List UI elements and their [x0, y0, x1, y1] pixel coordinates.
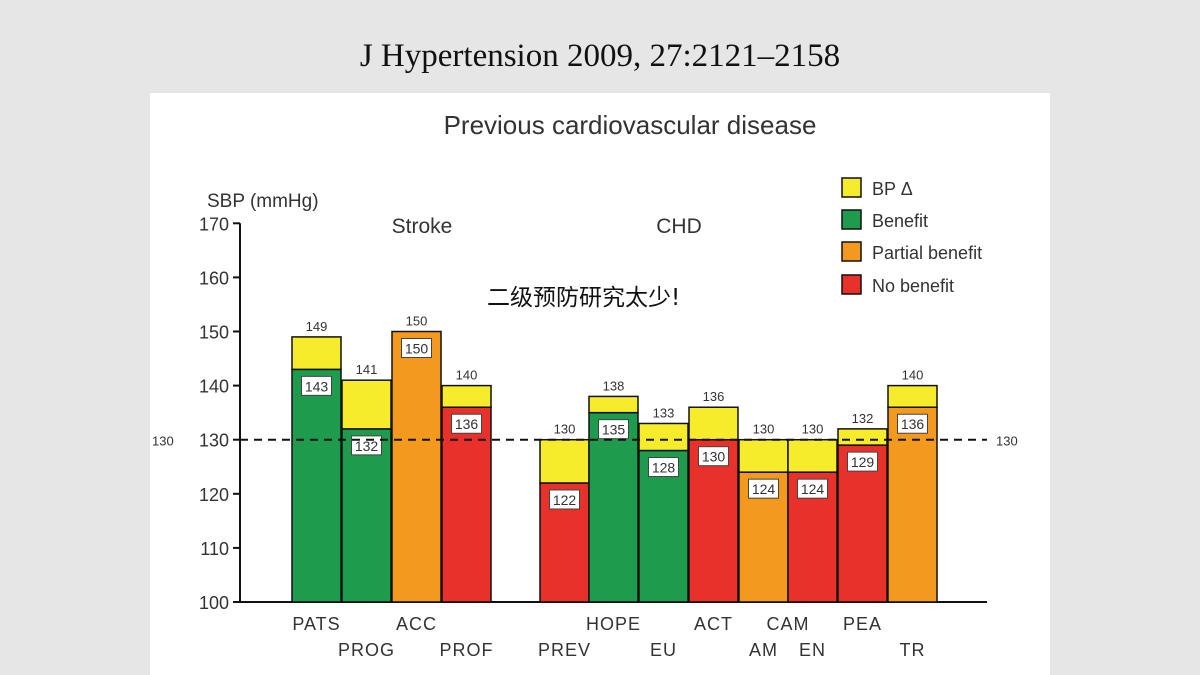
- bar-bp-delta-pats: [291, 336, 342, 371]
- bar-bp-delta-en: [787, 438, 838, 473]
- bar-achieved-prof: [441, 406, 492, 603]
- bar-top-label: 130: [802, 422, 824, 437]
- bar-value-box: [897, 413, 928, 434]
- bar-value-label: 124: [752, 481, 776, 497]
- bar-value-label: 124: [801, 481, 825, 497]
- bar-top-label: 130: [753, 422, 775, 437]
- y-tick-label: 110: [200, 539, 229, 559]
- y-tick-label: 140: [199, 377, 229, 397]
- legend-swatch: [841, 177, 862, 198]
- y-tick-label: 170: [199, 214, 229, 234]
- bar-value-label: 143: [305, 378, 329, 394]
- y-tick-label: 120: [199, 485, 229, 505]
- bar-top-label: 132: [852, 411, 874, 426]
- slide-title: J Hypertension 2009, 27:2121–2158: [359, 38, 841, 74]
- legend-label: Partial benefit: [872, 243, 982, 263]
- bar-top-label: 136: [703, 389, 725, 404]
- legend-label: Benefit: [872, 211, 928, 231]
- y-tick-label: 130: [199, 431, 229, 451]
- reference-label-right: 130: [996, 434, 1018, 449]
- x-category-label: PROF: [439, 640, 493, 660]
- bar-value-label: 128: [652, 460, 676, 476]
- x-category-label: EN: [799, 640, 826, 660]
- bar-bp-delta-act: [688, 406, 739, 441]
- bar-value-box: [401, 338, 432, 358]
- bar-achieved-tr: [887, 406, 938, 603]
- x-category-label: PEA: [843, 614, 882, 634]
- bar-value-label: 129: [851, 454, 875, 470]
- bar-bp-delta-prev: [539, 438, 590, 484]
- bar-value-label: 136: [455, 416, 479, 432]
- x-category-label: PREV: [538, 640, 591, 660]
- bar-bp-delta-tr: [887, 384, 938, 408]
- group-label-stroke: Stroke: [392, 215, 453, 238]
- bar-value-label: 132: [355, 438, 379, 454]
- bar-value-box: [451, 413, 482, 434]
- group-label-chd: CHD: [656, 215, 702, 238]
- x-category-label: CAM: [767, 614, 810, 634]
- y-tick-label: 100: [199, 593, 229, 613]
- bar-bp-delta-pea: [837, 428, 888, 446]
- x-category-label: HOPE: [586, 614, 641, 634]
- reference-label-left: 130: [152, 434, 174, 449]
- bar-top-label: 141: [356, 362, 378, 377]
- bar-bp-delta-prog: [341, 379, 392, 430]
- bar-value-label: 135: [602, 422, 626, 438]
- bar-value-label: 130: [702, 449, 726, 465]
- bar-achieved-act: [688, 438, 739, 603]
- bar-value-box: [549, 489, 580, 510]
- legend-label: No benefit: [872, 276, 954, 296]
- bar-top-label: 130: [554, 422, 576, 437]
- bar-value-box: [847, 451, 878, 472]
- bar-top-label: 138: [603, 378, 625, 393]
- y-tick-label: 150: [199, 323, 229, 343]
- legend-label: BP Δ: [872, 179, 913, 199]
- y-axis-label: SBP (mmHg): [207, 191, 319, 212]
- x-category-label: EU: [650, 640, 677, 660]
- bar-top-label: 140: [902, 368, 924, 383]
- bar-value-box: [648, 457, 679, 478]
- legend-swatch: [841, 209, 862, 230]
- annotation-note: 二级预防研究太少!: [487, 285, 680, 311]
- x-category-label: PATS: [292, 614, 340, 634]
- bar-achieved-pats: [291, 368, 342, 603]
- bar-top-label: 150: [406, 314, 428, 329]
- y-tick-label: 160: [199, 268, 229, 288]
- bar-value-box: [748, 478, 779, 499]
- x-category-label: TR: [900, 640, 926, 660]
- bar-top-label: 149: [306, 319, 328, 334]
- x-category-label: ACC: [396, 614, 437, 634]
- bar-achieved-hope: [588, 411, 639, 603]
- bar-top-label: 133: [653, 405, 675, 420]
- bar-bp-delta-eu: [638, 422, 689, 452]
- bar-value-label: 122: [553, 492, 577, 508]
- legend-swatch: [841, 274, 862, 295]
- x-category-label: PROG: [338, 640, 395, 660]
- legend-swatch: [841, 241, 862, 262]
- bar-value-box: [797, 478, 828, 499]
- bar-bp-delta-hope: [588, 395, 639, 414]
- bar-top-label: 140: [456, 368, 478, 383]
- chart-title: Previous cardiovascular disease: [444, 110, 817, 140]
- bar-value-box: [301, 375, 332, 396]
- bar-value-box: [598, 419, 629, 440]
- x-category-label: ACT: [694, 614, 733, 634]
- bar-value-label: 136: [901, 416, 925, 432]
- bar-achieved-acc: [391, 330, 442, 603]
- bar-bp-delta-prof: [441, 384, 492, 408]
- x-category-label: AM: [749, 640, 778, 660]
- bar-bp-delta-am: [738, 438, 789, 473]
- bar-value-label: 150: [405, 341, 429, 357]
- bar-value-box: [698, 446, 729, 467]
